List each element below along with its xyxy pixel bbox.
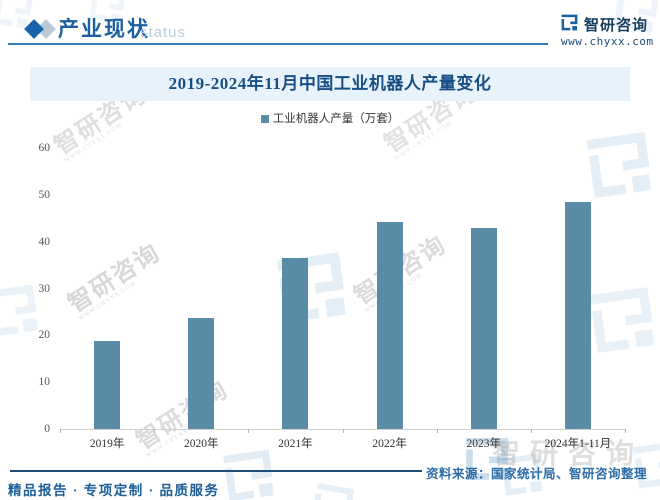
header-divider [8,43,548,45]
x-axis-tick [625,429,626,433]
watermark-logo-icon [218,444,281,500]
x-axis-tick [342,429,344,433]
x-axis-label: 2022年 [372,438,407,450]
y-axis-label: 40 [38,235,51,248]
section-title: 产业现状 [58,17,150,41]
x-axis-label: 2023年 [466,438,502,450]
x-axis-label: 2019年 [89,438,125,450]
chart-title: 2019-2024年11月中国工业机器人产量变化 [168,74,492,93]
brand-name: 智研咨询 [584,18,649,34]
bar-2019年 [94,341,121,429]
plot-area [60,148,625,430]
bar-2022年 [376,221,403,429]
brand-logo: 智研咨询 [560,12,655,34]
bar-2020年 [188,318,215,429]
y-axis-label: 10 [38,376,51,389]
y-axis-label: 30 [38,282,51,295]
brand-website: www.chyxx.com [561,35,654,48]
x-axis-label: 2024年1-11月 [544,438,612,450]
x-axis-label: 2021年 [278,438,313,450]
legend-swatch [260,115,269,123]
x-axis-tick [154,429,156,433]
x-axis-tick [248,429,250,433]
bar-2023年 [470,227,497,429]
diamond-icon [24,19,44,39]
x-axis-tick [436,429,438,433]
y-axis-label: 0 [44,423,50,435]
bar-2024年1-11月 [564,201,591,429]
y-axis-label: 20 [38,329,51,342]
x-axis-tick [530,429,532,433]
watermark-logo-icon [306,478,359,500]
footer-tagline: 精品报告 · 专项定制 · 品质服务 [8,483,220,498]
y-axis-label: 60 [38,142,51,154]
footer-divider [10,470,422,472]
chart-legend: 工业机器人产量（万套） [0,110,660,126]
legend-label: 工业机器人产量（万套） [272,113,400,125]
chart-title-band: 2019-2024年11月中国工业机器人产量变化 [30,67,630,101]
bar-2021年 [282,257,309,429]
brand-logo-icon [560,13,579,32]
x-axis-tick [60,429,61,433]
x-axis-label: 2020年 [184,438,219,450]
y-axis-label: 50 [38,188,51,201]
status-watermark-text: status [140,24,187,41]
source-note: 资料来源：国家统计局、智研咨询整理 [425,467,647,481]
